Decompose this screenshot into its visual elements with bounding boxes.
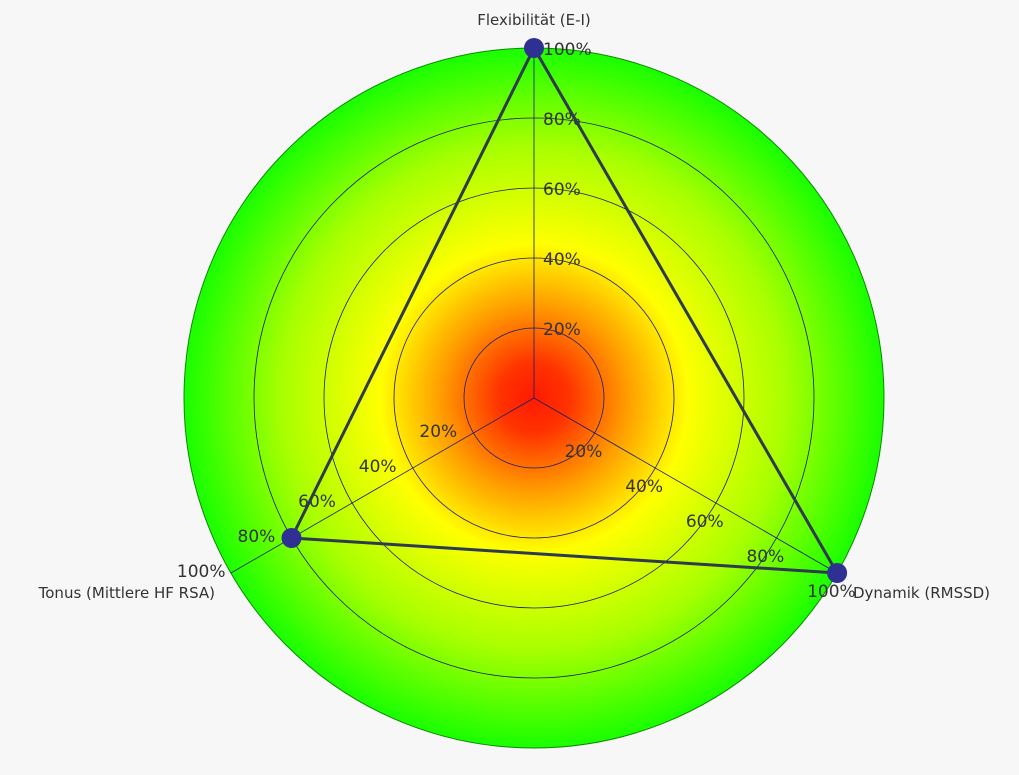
axis-spoke-2 [230,397,535,574]
tick-label-right-60: 60% [686,512,724,532]
axis-labels: Flexibilität (E-I) Dynamik (RMSSD) Tonus (… [38,11,990,602]
tick-label-left-100: 100% [177,562,226,582]
tick-label-top-100: 100% [543,40,592,60]
tick-label-right-40: 40% [625,477,663,497]
axis-label-2: Tonus (Mittlere HF RSA) [38,584,215,602]
tick-label-left-60: 60% [298,492,336,512]
data-point-2[interactable] [281,528,302,548]
tick-label-left-40: 40% [359,457,397,477]
axis-label-0: Flexibilität (E-I) [477,11,591,29]
tick-label-top-20: 20% [543,320,581,340]
tick-label-left-20: 20% [419,422,457,442]
data-point-0[interactable] [524,38,544,58]
series-outline [290,46,839,575]
axis-spokes [230,48,838,574]
radial-tick-labels: 20% 40% 60% 80% 100% 20% 40% 60% 80% 100% 20% 40% 60… [177,40,856,602]
tick-label-left-80: 80% [238,527,276,547]
axis-label-1: Dynamik (RMSSD) [853,584,990,602]
tick-label-top-60: 60% [543,180,581,200]
series-layer [281,38,848,583]
tick-label-right-20: 20% [565,442,603,462]
tick-label-right-100: 100% [807,582,856,602]
tick-label-top-40: 40% [543,250,581,270]
axis-spoke-1 [533,397,838,574]
data-point-1[interactable] [827,563,848,583]
tick-label-right-80: 80% [746,547,784,567]
